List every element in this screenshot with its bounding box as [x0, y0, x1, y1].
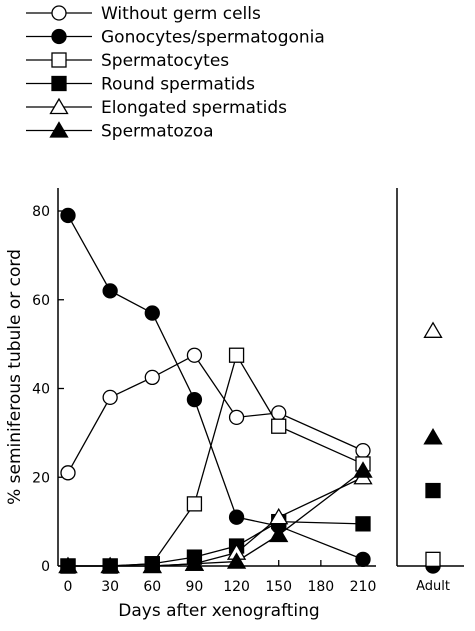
- point-without-germ-cells: [102, 389, 118, 406]
- point-spermatozoa: [58, 556, 78, 574]
- x-tick-label: 120: [223, 579, 250, 595]
- point-without-germ-cells: [355, 442, 371, 459]
- point-spermatozoa: [269, 525, 289, 543]
- x-tick-label: 0: [64, 579, 73, 595]
- x-tick-label: 180: [307, 579, 334, 595]
- ticks: 0 30 60 90 120 150 180 210 0 20 40 60 80: [32, 204, 376, 595]
- point-spermatozoa: [100, 556, 120, 574]
- x-tick-label: 150: [265, 579, 292, 595]
- x-tick-label: 30: [101, 579, 119, 595]
- x-tick-label: 60: [143, 579, 161, 595]
- legend-label: Round spermatids: [101, 75, 255, 95]
- point-gonocytes-spermatogonia: [228, 509, 245, 525]
- legend-label: Spermatocytes: [101, 51, 229, 71]
- point-spermatozoa: [184, 554, 205, 571]
- point-elongated-spermatids: [269, 507, 289, 525]
- y-tick-label: 20: [32, 470, 50, 486]
- point-gonocytes-spermatogonia: [144, 305, 160, 321]
- legend: Without germ cells Gonocytes/spermatogoni…: [26, 4, 325, 142]
- x-axis-title: Days after xenografting: [118, 601, 319, 621]
- point-without-germ-cells: [144, 369, 160, 386]
- x-tick-label: 90: [186, 579, 204, 595]
- legend-label: Spermatozoa: [101, 122, 214, 142]
- legend-marker-gonocytes-spermatogonia: [51, 28, 67, 45]
- point-round-spermatids: [355, 516, 371, 532]
- legend-label: Gonocytes/spermatogonia: [101, 28, 325, 48]
- adult-point-elongated-spermatids: [423, 321, 443, 338]
- y-tick-label: 80: [32, 204, 50, 220]
- series-line-without-germ-cells: [67, 354, 364, 474]
- point-gonocytes-spermatogonia: [355, 551, 371, 567]
- axes: [57, 188, 464, 567]
- legend-label: Without germ cells: [101, 4, 261, 24]
- legend-marker-spermatozoa: [49, 121, 69, 138]
- legend-marker-round-spermatids: [51, 75, 67, 92]
- adult-label: Adult: [416, 579, 450, 594]
- point-without-germ-cells: [60, 465, 76, 481]
- point-gonocytes-spermatogonia: [102, 283, 118, 299]
- legend-label: Elongated spermatids: [101, 98, 287, 118]
- y-tick-label: 60: [32, 293, 50, 309]
- adult-point-spermatozoa: [423, 428, 443, 445]
- adult-markers: [423, 321, 443, 574]
- point-gonocytes-spermatogonia: [60, 207, 76, 224]
- adult-point-round-spermatids: [425, 482, 441, 499]
- y-tick-label: 40: [32, 382, 50, 398]
- adult-point-spermatocytes: [425, 551, 441, 567]
- point-spermatozoa: [353, 461, 373, 478]
- point-spermatocytes: [271, 418, 287, 434]
- point-spermatocytes: [186, 496, 203, 512]
- y-axis-title: % seminiferous tubule or cord: [5, 249, 25, 505]
- y-tick-label: 0: [41, 559, 50, 575]
- legend-marker-spermatocytes: [51, 52, 67, 68]
- x-tick-label: 210: [350, 579, 377, 595]
- point-without-germ-cells: [271, 405, 287, 421]
- series-line-elongated-spermatids: [68, 476, 364, 567]
- point-spermatozoa: [142, 556, 162, 574]
- series-markers: [58, 207, 373, 574]
- legend-marker-without-germ-cells: [51, 5, 67, 21]
- point-without-germ-cells: [228, 409, 245, 425]
- legend-marker-elongated-spermatids: [49, 97, 69, 115]
- point-without-germ-cells: [186, 347, 203, 363]
- point-spermatocytes: [228, 347, 245, 363]
- point-gonocytes-spermatogonia: [186, 391, 203, 408]
- point-spermatozoa: [226, 552, 247, 569]
